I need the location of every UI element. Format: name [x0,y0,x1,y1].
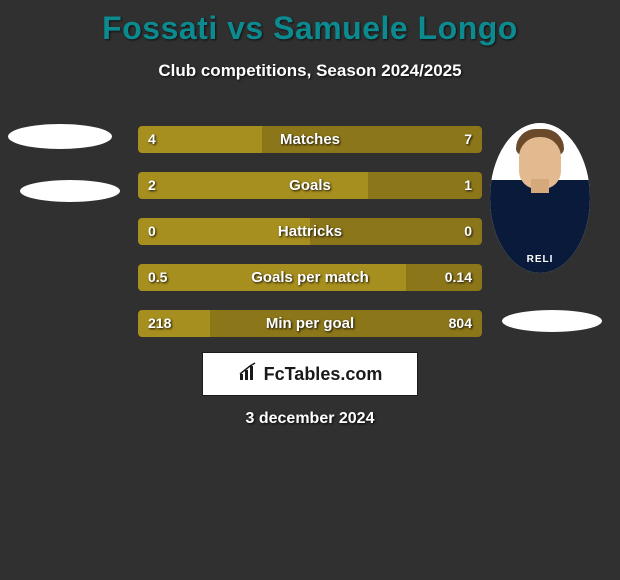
stat-row: 218804Min per goal [138,310,482,337]
stat-label: Min per goal [138,310,482,337]
logo-box: FcTables.com [202,352,418,396]
stat-bars: 47Matches 21Goals 00Hattricks 0.50.14Goals … [138,126,482,356]
right-player-placeholder [502,310,602,332]
page-subtitle: Club competitions, Season 2024/2025 [0,61,620,81]
bar-chart-icon [238,362,260,387]
avatar-neck [531,179,549,193]
right-player-avatar: RELI [490,123,590,273]
stat-row: 47Matches [138,126,482,153]
stat-label: Goals [138,172,482,199]
stat-row: 0.50.14Goals per match [138,264,482,291]
stat-label: Goals per match [138,264,482,291]
date-label: 3 december 2024 [0,410,620,428]
page-title: Fossati vs Samuele Longo [0,0,620,47]
stat-row: 21Goals [138,172,482,199]
placeholder-blob [8,124,112,149]
stat-label: Matches [138,126,482,153]
stat-row: 00Hattricks [138,218,482,245]
placeholder-blob [20,180,120,202]
stat-label: Hattricks [138,218,482,245]
logo-text: FcTables.com [264,364,383,385]
avatar-jersey-text: RELI [527,254,554,265]
